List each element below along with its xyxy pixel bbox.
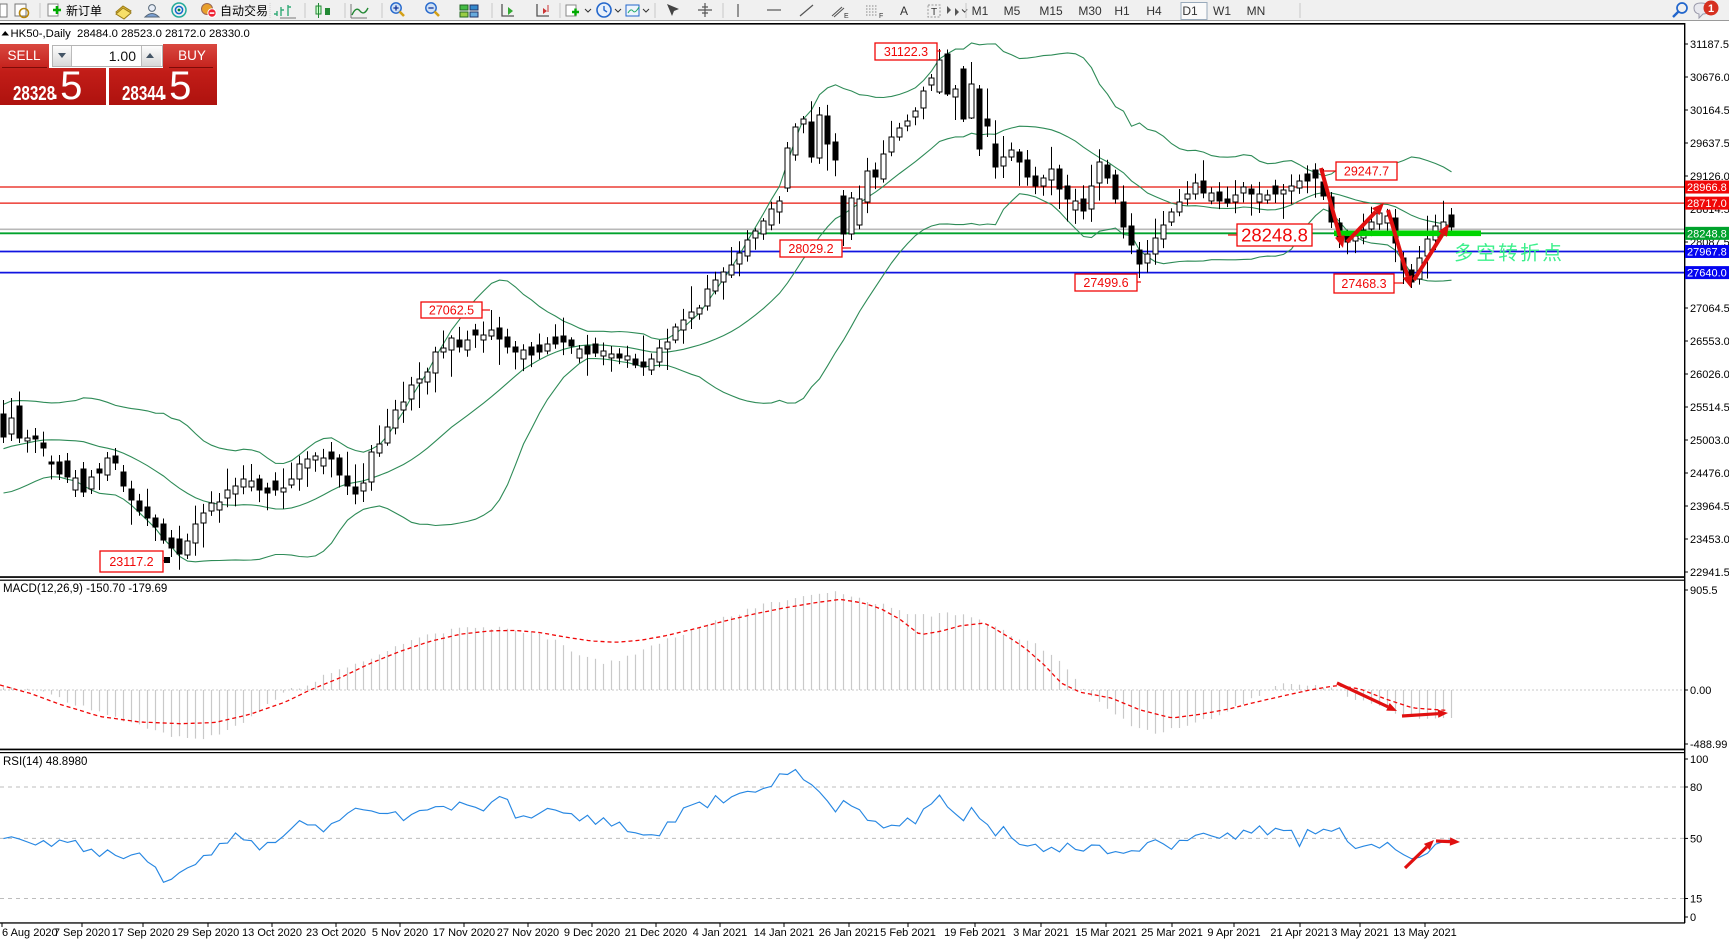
svg-text:28966.8: 28966.8 xyxy=(1687,182,1727,194)
svg-text:9 Dec 2020: 9 Dec 2020 xyxy=(564,927,620,939)
svg-text:RSI(14) 48.8980: RSI(14) 48.8980 xyxy=(3,756,87,768)
svg-text:23 Oct 2020: 23 Oct 2020 xyxy=(306,927,366,939)
svg-text:5 Feb 2021: 5 Feb 2021 xyxy=(880,927,936,939)
svg-text:26553.0: 26553.0 xyxy=(1690,336,1729,348)
svg-text:31187.5: 31187.5 xyxy=(1690,39,1729,51)
svg-text:19 Feb 2021: 19 Feb 2021 xyxy=(944,927,1006,939)
svg-text:7 Sep 2020: 7 Sep 2020 xyxy=(54,927,110,939)
svg-text:28248.8: 28248.8 xyxy=(1241,225,1308,246)
svg-text:29 Sep 2020: 29 Sep 2020 xyxy=(177,927,239,939)
svg-text:15: 15 xyxy=(1690,894,1702,906)
svg-text:E: E xyxy=(844,13,849,20)
svg-text:3 May 2021: 3 May 2021 xyxy=(1331,927,1388,939)
svg-text:M15: M15 xyxy=(1039,4,1063,18)
svg-text:21 Dec 2020: 21 Dec 2020 xyxy=(625,927,687,939)
svg-text:30676.0: 30676.0 xyxy=(1690,72,1729,84)
svg-text:27064.5: 27064.5 xyxy=(1690,303,1729,315)
svg-text:24476.0: 24476.0 xyxy=(1690,468,1729,480)
svg-text:29126.0: 29126.0 xyxy=(1690,171,1729,183)
svg-text:29247.7: 29247.7 xyxy=(1344,165,1389,179)
svg-text:17 Nov 2020: 17 Nov 2020 xyxy=(433,927,495,939)
svg-text:多空转折点: 多空转折点 xyxy=(1454,243,1565,265)
svg-text:28248.8: 28248.8 xyxy=(1687,228,1727,240)
svg-text:26 Jan 2021: 26 Jan 2021 xyxy=(819,927,880,939)
svg-text:27062.5: 27062.5 xyxy=(429,304,474,318)
svg-text:27640.0: 27640.0 xyxy=(1687,268,1727,280)
svg-text:M30: M30 xyxy=(1078,4,1102,18)
svg-text:4 Jan 2021: 4 Jan 2021 xyxy=(693,927,747,939)
svg-text:25 Mar 2021: 25 Mar 2021 xyxy=(1141,927,1203,939)
svg-text:MACD(12,26,9) -150.70 -179.69: MACD(12,26,9) -150.70 -179.69 xyxy=(3,583,167,595)
svg-text:80: 80 xyxy=(1690,782,1702,794)
svg-text:905.5: 905.5 xyxy=(1690,585,1718,597)
svg-text:14 Jan 2021: 14 Jan 2021 xyxy=(754,927,815,939)
svg-text:H1: H1 xyxy=(1114,4,1130,18)
svg-text:0.00: 0.00 xyxy=(1690,685,1711,697)
svg-text:13 May 2021: 13 May 2021 xyxy=(1393,927,1457,939)
svg-text:MN: MN xyxy=(1247,4,1266,18)
svg-text:13 Oct 2020: 13 Oct 2020 xyxy=(242,927,302,939)
svg-text:50: 50 xyxy=(1690,833,1702,845)
svg-text:27468.3: 27468.3 xyxy=(1341,277,1386,291)
svg-text:1: 1 xyxy=(1708,3,1714,15)
svg-text:HK50-,Daily 28484.0 28523.0 2: HK50-,Daily 28484.0 28523.0 28172.0 2833… xyxy=(11,28,250,40)
svg-text:23117.2: 23117.2 xyxy=(109,555,153,569)
svg-text:23964.5: 23964.5 xyxy=(1690,501,1729,513)
svg-text:21 Apr 2021: 21 Apr 2021 xyxy=(1270,927,1329,939)
svg-text:F: F xyxy=(879,13,883,20)
svg-text:A: A xyxy=(900,4,908,18)
svg-text:9 Apr 2021: 9 Apr 2021 xyxy=(1207,927,1260,939)
svg-text:100: 100 xyxy=(1690,754,1708,766)
svg-text:30164.5: 30164.5 xyxy=(1690,105,1729,117)
svg-text:M1: M1 xyxy=(972,4,989,18)
svg-text:22941.5: 22941.5 xyxy=(1690,567,1729,579)
svg-text:23453.0: 23453.0 xyxy=(1690,534,1729,546)
svg-text:0: 0 xyxy=(1690,912,1696,924)
svg-text:3 Mar 2021: 3 Mar 2021 xyxy=(1013,927,1069,939)
svg-text:29637.5: 29637.5 xyxy=(1690,138,1729,150)
svg-text:6 Aug 2020: 6 Aug 2020 xyxy=(2,927,58,939)
svg-text:T: T xyxy=(931,7,937,18)
svg-text:17 Sep 2020: 17 Sep 2020 xyxy=(112,927,174,939)
svg-text:26026.0: 26026.0 xyxy=(1690,369,1729,381)
svg-text:25514.5: 25514.5 xyxy=(1690,402,1729,414)
svg-text:28029.2: 28029.2 xyxy=(788,242,833,256)
svg-text:-488.99: -488.99 xyxy=(1690,739,1727,751)
svg-text:15 Mar 2021: 15 Mar 2021 xyxy=(1075,927,1137,939)
svg-text:新订单: 新订单 xyxy=(66,3,102,18)
svg-text:D1: D1 xyxy=(1182,4,1198,18)
svg-text:W1: W1 xyxy=(1213,4,1231,18)
svg-text:M5: M5 xyxy=(1004,4,1021,18)
svg-text:25003.0: 25003.0 xyxy=(1690,435,1729,447)
svg-text:27 Nov 2020: 27 Nov 2020 xyxy=(497,927,559,939)
svg-text:自动交易: 自动交易 xyxy=(220,3,268,18)
svg-text:27499.6: 27499.6 xyxy=(1083,276,1128,290)
svg-text:5 Nov 2020: 5 Nov 2020 xyxy=(372,927,428,939)
svg-text:28717.0: 28717.0 xyxy=(1687,198,1727,210)
svg-text:27967.8: 27967.8 xyxy=(1687,246,1727,258)
svg-text:31122.3: 31122.3 xyxy=(884,45,928,59)
svg-text:H4: H4 xyxy=(1146,4,1162,18)
